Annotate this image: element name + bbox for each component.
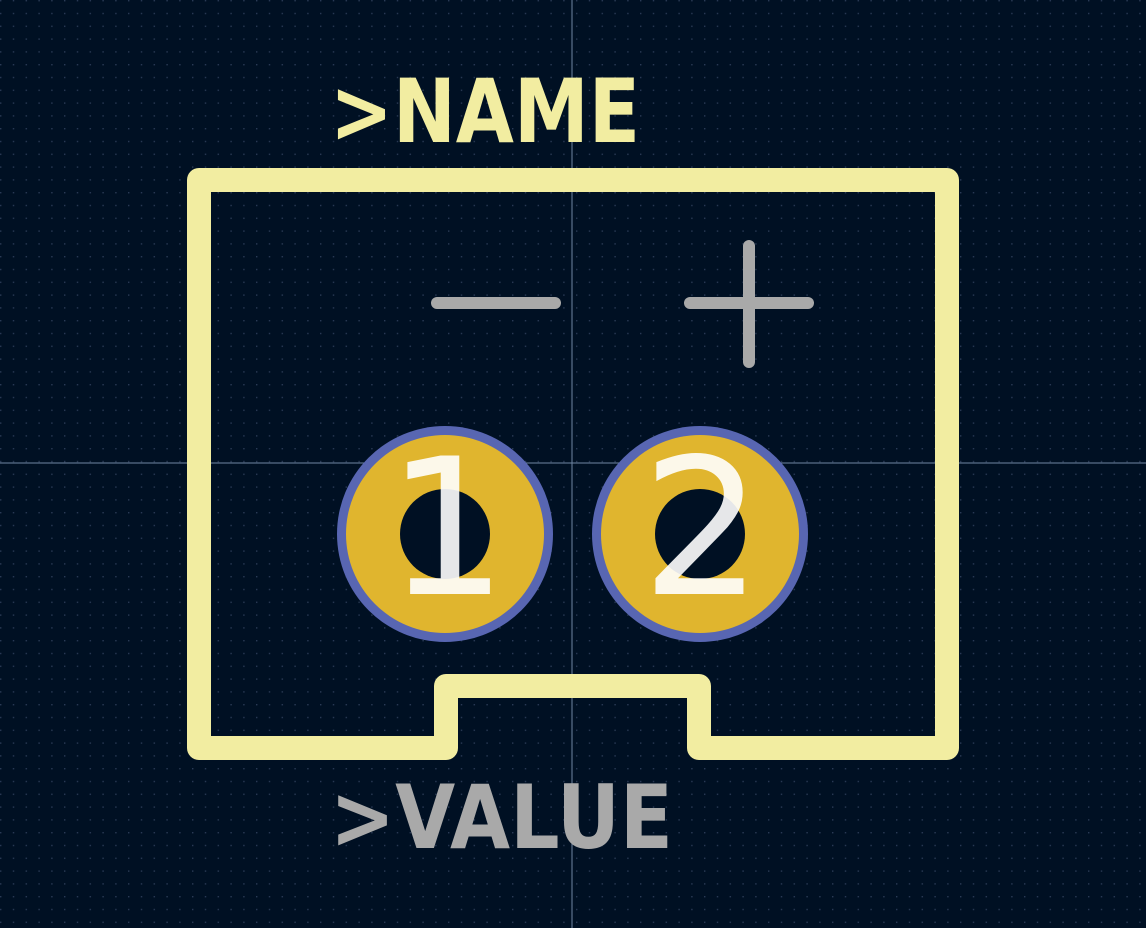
name-label: >NAME — [330, 60, 640, 163]
plus-mark — [684, 240, 814, 368]
pad-1[interactable]: 1 — [337, 418, 553, 642]
pad-1-number: 1 — [387, 418, 508, 639]
pad-2-number: 2 — [642, 418, 763, 639]
value-label: >VALUE — [330, 766, 673, 869]
pad-1-drill — [400, 489, 490, 579]
silkscreen-outline — [187, 168, 959, 760]
pad-2[interactable]: 2 — [592, 418, 808, 642]
pad-2-drill — [655, 489, 745, 579]
